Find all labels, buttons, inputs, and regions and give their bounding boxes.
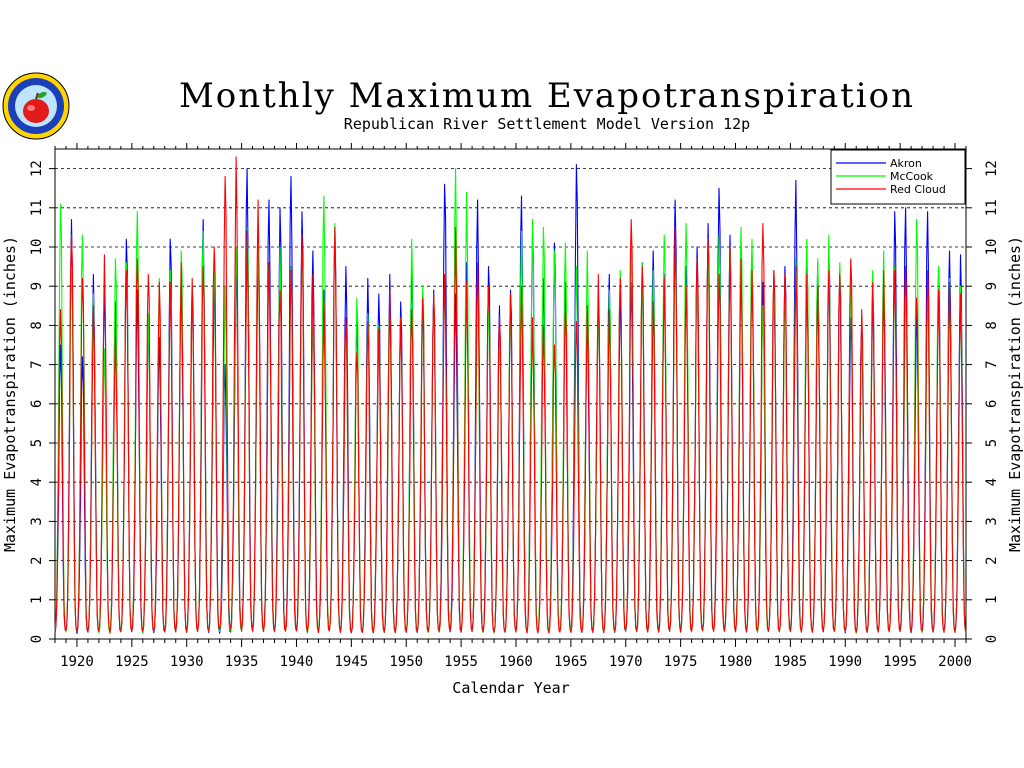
y-tick-label-left: 9 xyxy=(29,282,45,290)
y-tick-label-left: 5 xyxy=(29,439,45,447)
y-tick-label-left: 3 xyxy=(29,517,45,525)
y-tick-label-right: 12 xyxy=(984,160,1000,177)
gridlines xyxy=(55,168,966,601)
x-tick-label: 1995 xyxy=(883,654,917,670)
y-tick-label-left: 10 xyxy=(29,239,45,256)
y-axis-label-left: Maximum Evapotranspiration (inches) xyxy=(1,236,19,552)
series-line-mccook xyxy=(54,168,967,634)
y-tick-label-left: 1 xyxy=(29,596,45,604)
y-tick-label-left: 8 xyxy=(29,321,45,329)
x-tick-label: 1970 xyxy=(609,654,643,670)
series-line-red-cloud xyxy=(54,156,967,634)
y-axis-label-right: Maximum Evapotranspiration (inches) xyxy=(1006,236,1024,552)
x-tick-label: 1950 xyxy=(389,654,423,670)
series-layer xyxy=(54,156,967,634)
x-tick-label: 1935 xyxy=(225,654,259,670)
plot-frame xyxy=(54,148,967,640)
y-tick-label-right: 11 xyxy=(984,199,1000,216)
y-tick-label-left: 2 xyxy=(29,556,45,564)
y-tick-label-left: 11 xyxy=(29,199,45,216)
series-line-akron xyxy=(54,164,967,634)
x-tick-label: 1955 xyxy=(444,654,478,670)
y-tick-label-left: 7 xyxy=(29,360,45,368)
x-tick-label: 1990 xyxy=(828,654,862,670)
legend-label-red-cloud: Red Cloud xyxy=(890,183,946,196)
y-tick-label-left: 0 xyxy=(29,635,45,643)
x-tick-label: 1930 xyxy=(170,654,204,670)
y-tick-label-right: 1 xyxy=(984,596,1000,604)
x-tick-label: 1925 xyxy=(115,654,149,670)
y-tick-label-right: 7 xyxy=(984,360,1000,368)
y-tick-label-left: 4 xyxy=(29,478,45,486)
x-tick-label: 1920 xyxy=(60,654,94,670)
y-tick-label-right: 6 xyxy=(984,400,1000,408)
y-tick-label-left: 6 xyxy=(29,400,45,408)
y-tick-label-left: 12 xyxy=(29,160,45,177)
x-tick-label: 1940 xyxy=(280,654,314,670)
y-tick-label-right: 4 xyxy=(984,478,1000,486)
legend: Akron McCook Red Cloud xyxy=(830,149,966,205)
x-axis-label: Calendar Year xyxy=(452,679,569,697)
x-tick-label: 1980 xyxy=(719,654,753,670)
y-tick-label-right: 3 xyxy=(984,517,1000,525)
logo-emblem xyxy=(2,72,70,140)
y-tick-label-right: 8 xyxy=(984,321,1000,329)
x-tick-label: 1965 xyxy=(554,654,588,670)
y-tick-label-right: 0 xyxy=(984,635,1000,643)
legend-label-akron: Akron xyxy=(890,157,922,170)
x-tick-label: 1985 xyxy=(774,654,808,670)
legend-label-mccook: McCook xyxy=(890,170,934,183)
x-tick-label: 1975 xyxy=(664,654,698,670)
y-tick-label-right: 2 xyxy=(984,556,1000,564)
x-tick-label: 2000 xyxy=(938,654,972,670)
legend-box xyxy=(830,149,966,205)
y-tick-label-right: 10 xyxy=(984,239,1000,256)
x-tick-label: 1960 xyxy=(499,654,533,670)
x-tick-label: 1945 xyxy=(334,654,368,670)
y-tick-label-right: 5 xyxy=(984,439,1000,447)
y-tick-label-right: 9 xyxy=(984,282,1000,290)
chart-title: Monthly Maximum Evapotranspiration xyxy=(179,76,915,116)
chart-subtitle: Republican River Settlement Model Versio… xyxy=(344,115,750,133)
